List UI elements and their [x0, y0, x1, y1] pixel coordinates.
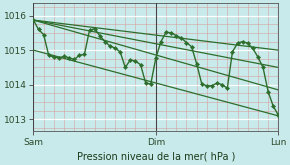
X-axis label: Pression niveau de la mer( hPa ): Pression niveau de la mer( hPa ) [77, 151, 235, 162]
